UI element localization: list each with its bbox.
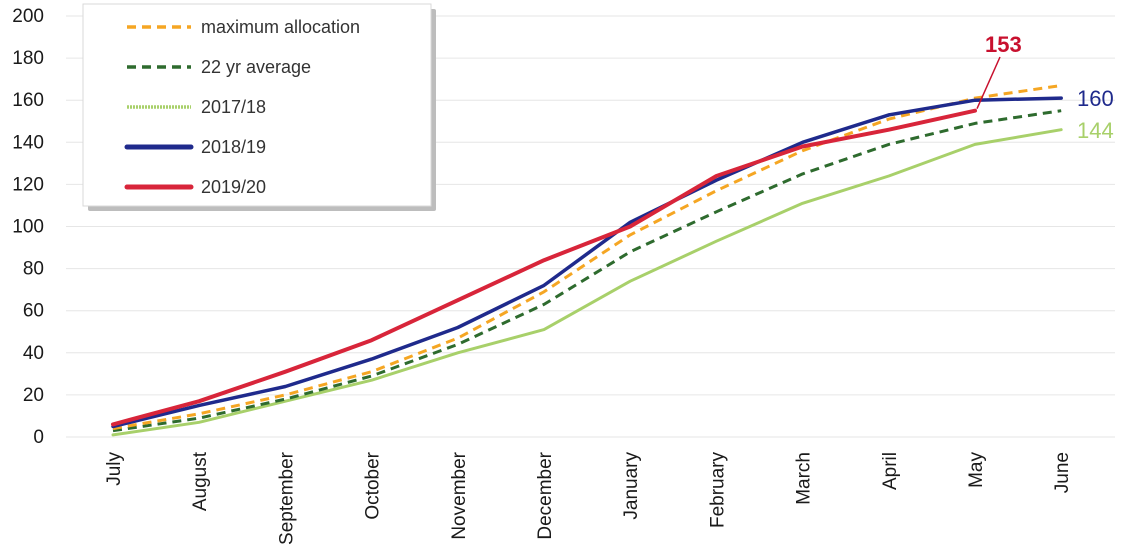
- y-axis-ticks: 0 20 40 60 80 100 120 140 160 180 200: [12, 6, 44, 448]
- annotation-leader-line: [976, 56, 1001, 110]
- legend-label: 2019/20: [201, 177, 266, 197]
- series-line-maximum-allocation: [112, 84, 1062, 431]
- x-tick-label: July: [104, 452, 125, 486]
- y-tick-label: 40: [23, 343, 44, 364]
- annotation-label: 153: [985, 32, 1022, 57]
- x-tick-label: September: [276, 451, 297, 545]
- legend-box: [82, 3, 432, 207]
- legend-label: 2017/18: [201, 97, 266, 117]
- y-tick-label: 180: [12, 48, 44, 69]
- x-tick-label: June: [1052, 452, 1073, 493]
- y-tick-label: 120: [12, 174, 44, 195]
- x-tick-label: December: [535, 451, 556, 539]
- y-tick-label: 80: [23, 259, 44, 280]
- legend: maximum allocation 22 yr average 2017/18 20…: [82, 3, 436, 211]
- y-tick-label: 160: [12, 90, 44, 111]
- y-tick-label: 60: [23, 301, 44, 322]
- x-tick-label: May: [966, 452, 987, 488]
- legend-label: 2018/19: [201, 137, 266, 157]
- series-lines: [111, 84, 1063, 437]
- y-tick-label: 100: [12, 217, 44, 238]
- x-tick-label: February: [707, 452, 728, 529]
- y-tick-label: 140: [12, 132, 44, 153]
- x-tick-label: January: [621, 452, 642, 520]
- x-axis-ticks: July August September October November Decemb…: [104, 451, 1073, 545]
- series-line-2019-20: [111, 108, 977, 427]
- x-tick-label: November: [449, 451, 470, 539]
- x-tick-label: October: [363, 451, 384, 519]
- series-line-2017-18: [111, 128, 1063, 437]
- x-tick-label: August: [190, 451, 211, 511]
- y-tick-label: 0: [33, 427, 44, 448]
- x-tick-label: March: [794, 452, 815, 505]
- annotation-label: 160: [1077, 86, 1114, 111]
- y-tick-label: 200: [12, 6, 44, 27]
- series-line-2018-19: [111, 96, 1063, 429]
- legend-label: maximum allocation: [201, 17, 360, 37]
- legend-label: 22 yr average: [201, 57, 311, 77]
- series-line-22-yr-average: [112, 109, 1062, 433]
- y-tick-label: 20: [23, 385, 44, 406]
- annotation-label: 144: [1077, 118, 1114, 143]
- x-tick-label: April: [880, 452, 901, 490]
- annotations: 153 160 144: [976, 32, 1114, 143]
